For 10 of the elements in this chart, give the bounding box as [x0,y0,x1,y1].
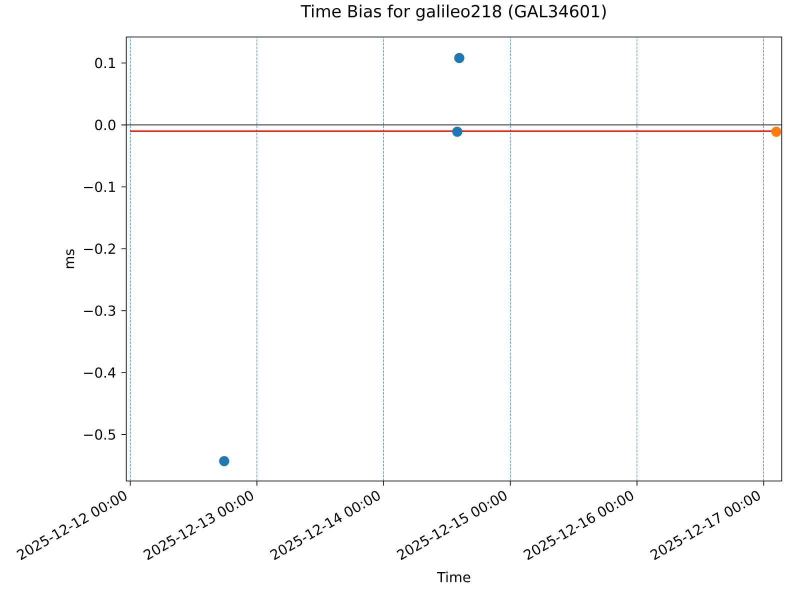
y-tick-label: −0.3 [84,305,116,316]
x-axis-title: Time [437,572,470,582]
y-tick-label: −0.2 [84,244,115,254]
y-axis-title: ms [66,249,74,268]
y-tick-label: −0.5 [84,429,116,440]
y-tick-label: −0.1 [84,182,115,192]
y-tick-label: 0.0 [95,120,116,130]
y-tick-label: 0.1 [95,58,115,68]
chart-title: Time Bias for galileo218 (GAL34601) [300,4,606,21]
y-tick-label: −0.4 [84,367,116,378]
